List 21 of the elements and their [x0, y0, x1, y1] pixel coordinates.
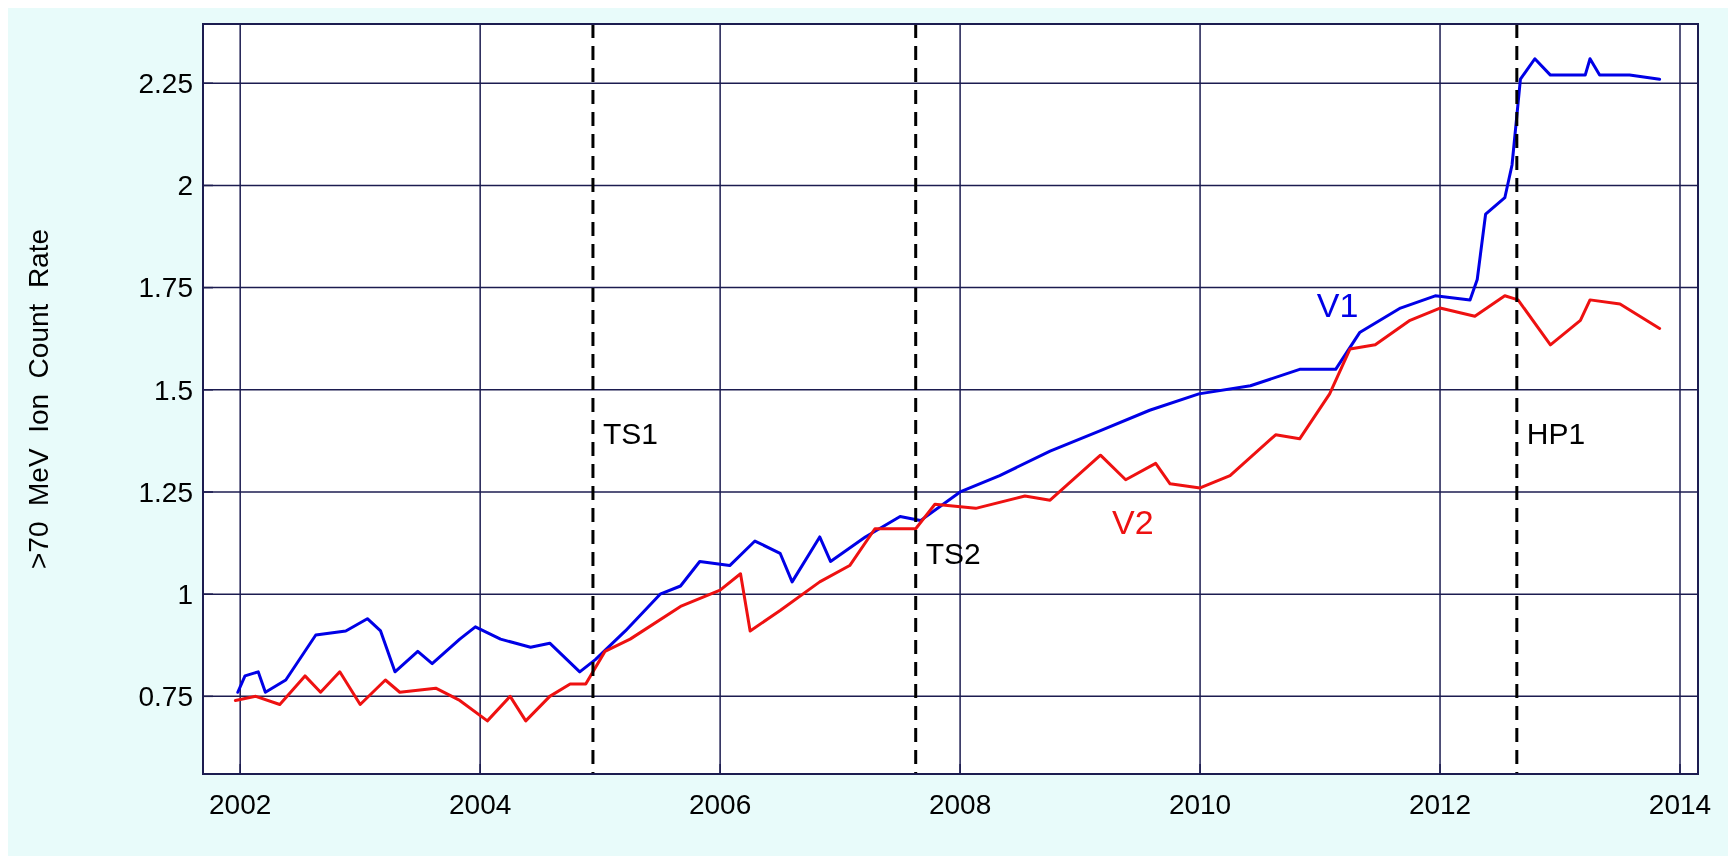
- y-tick-label: 1: [177, 578, 193, 610]
- x-tick-label: 2012: [1408, 789, 1472, 820]
- x-tick-label: 2010: [1168, 789, 1232, 820]
- y-tick-label: 2: [177, 170, 193, 202]
- y-axis-title: >70 MeV Ion Count Rate: [23, 228, 54, 570]
- y-tick-label: 1.75: [138, 272, 193, 304]
- y-tick-label: 1.5: [154, 374, 193, 406]
- series-label: V2: [1111, 503, 1154, 541]
- y-tick-label: 1.25: [138, 476, 193, 508]
- x-tick-label: 2014: [1648, 789, 1712, 820]
- ref-line-label: HP1: [1526, 417, 1586, 450]
- line-series: [236, 57, 1662, 694]
- x-tick-label: 2008: [928, 789, 992, 820]
- y-tick-label: 2.25: [138, 68, 193, 100]
- x-tick-label: 2002: [209, 789, 272, 820]
- ref-line-label: TS1: [602, 417, 658, 450]
- series-label: V1: [1316, 285, 1359, 324]
- x-tick-label: 2006: [688, 789, 752, 820]
- x-tick-label: 2004: [449, 789, 512, 820]
- line-series: [233, 294, 1662, 723]
- y-tick-label: 0.75: [138, 681, 193, 713]
